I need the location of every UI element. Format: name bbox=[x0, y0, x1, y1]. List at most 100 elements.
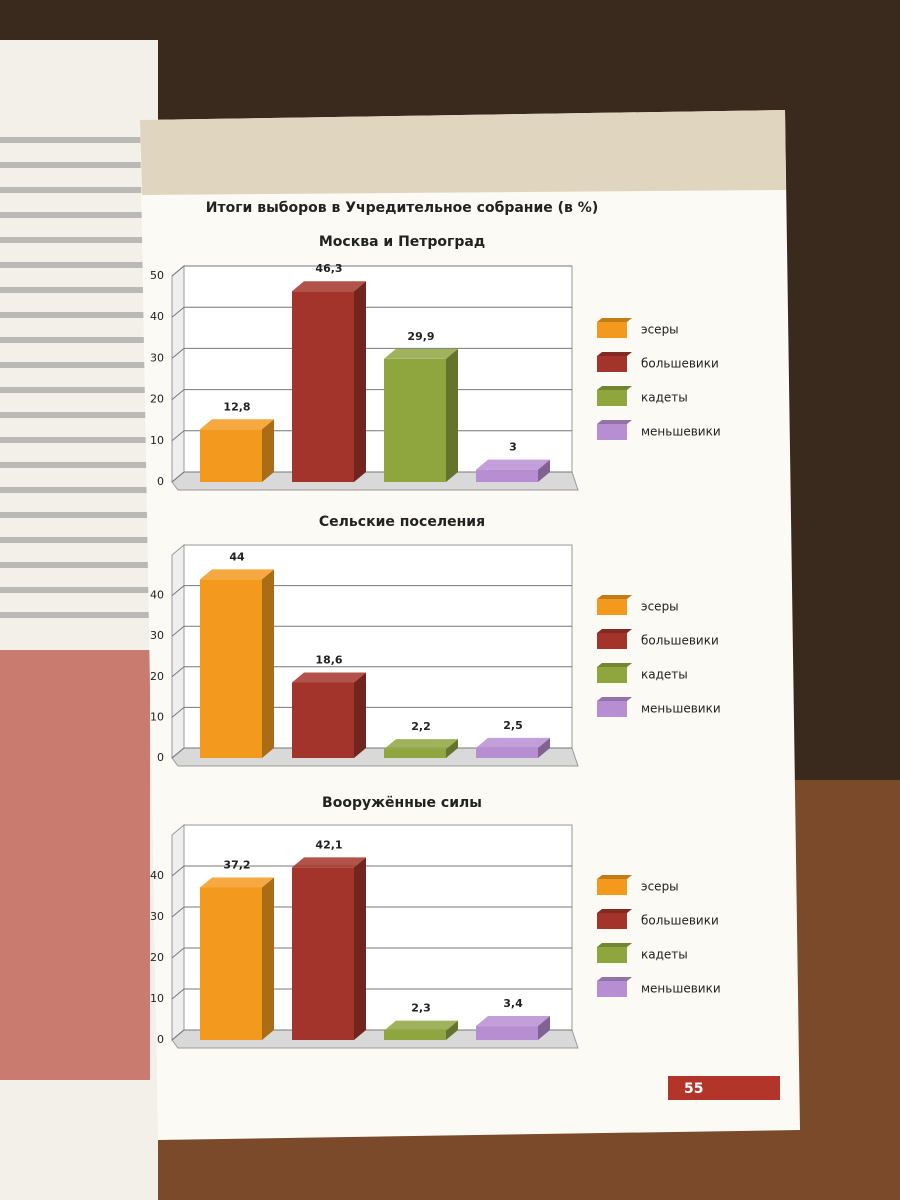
y-tick-label: 20 bbox=[150, 670, 164, 683]
legend-swatch bbox=[597, 390, 627, 406]
legend-swatch-top bbox=[597, 629, 632, 633]
legend-swatch-top bbox=[597, 663, 632, 667]
bar bbox=[384, 1030, 446, 1040]
bar-side bbox=[538, 1016, 550, 1040]
grid-line bbox=[171, 906, 185, 918]
bar-side bbox=[538, 459, 550, 482]
value-label: 37,2 bbox=[223, 858, 250, 871]
legend-label: эсеры bbox=[641, 323, 679, 337]
grid-line bbox=[171, 625, 185, 637]
bar-side bbox=[446, 1020, 458, 1040]
legend-swatch bbox=[597, 356, 627, 372]
legend-label: кадеты bbox=[641, 668, 688, 682]
bar-side bbox=[354, 857, 366, 1040]
value-label: 2,5 bbox=[503, 719, 523, 732]
legend-swatch-top bbox=[597, 318, 632, 322]
legend-label: эсеры bbox=[641, 880, 679, 894]
y-tick-label: 10 bbox=[150, 434, 164, 447]
legend-swatch bbox=[597, 947, 627, 963]
grid-line bbox=[171, 430, 185, 442]
bar-top bbox=[200, 877, 274, 888]
grid-line bbox=[171, 585, 185, 596]
chart-title: Вооружённые силы bbox=[322, 795, 482, 811]
grid-line bbox=[171, 865, 185, 877]
chart-title: Москва и Петроград bbox=[319, 234, 485, 250]
y-tick-label: 50 bbox=[150, 269, 164, 282]
legend-swatch-top bbox=[597, 420, 632, 424]
y-tick-label: 10 bbox=[150, 992, 164, 1005]
value-label: 29,9 bbox=[407, 330, 434, 343]
value-label: 18,6 bbox=[315, 653, 342, 666]
legend-label: кадеты bbox=[641, 948, 688, 962]
legend-label: меньшевики bbox=[641, 425, 721, 439]
legend-swatch-top bbox=[597, 943, 632, 947]
value-label: 2,3 bbox=[411, 1002, 431, 1015]
legend-swatch bbox=[597, 667, 627, 683]
y-tick-label: 0 bbox=[157, 751, 164, 764]
legend-swatch-top bbox=[597, 697, 632, 701]
bar-top bbox=[384, 348, 458, 359]
bar-top bbox=[476, 459, 550, 470]
side-wall bbox=[171, 823, 185, 1042]
y-tick-label: 0 bbox=[157, 475, 164, 488]
bar-side bbox=[262, 419, 274, 482]
bar-top bbox=[476, 1016, 550, 1027]
bar bbox=[292, 867, 354, 1040]
bar-side bbox=[446, 348, 458, 482]
page-number-band bbox=[668, 1076, 780, 1100]
bar-top bbox=[292, 672, 366, 683]
legend-swatch-top bbox=[597, 875, 632, 879]
bar bbox=[384, 749, 446, 758]
legend-swatch bbox=[597, 913, 627, 929]
bar bbox=[476, 469, 538, 482]
grid-line bbox=[171, 471, 185, 483]
bar-top bbox=[476, 737, 550, 748]
bar-top bbox=[200, 419, 274, 430]
y-tick-label: 30 bbox=[150, 351, 164, 364]
y-tick-label: 20 bbox=[150, 393, 164, 406]
bar-top bbox=[384, 739, 458, 750]
grid-line bbox=[171, 348, 185, 359]
legend-label: меньшевики bbox=[641, 702, 721, 716]
bar-side bbox=[446, 739, 458, 758]
page-header-banner bbox=[140, 110, 786, 195]
bar bbox=[292, 291, 354, 482]
value-label: 44 bbox=[229, 550, 245, 563]
page-title: Итоги выборов в Учредительное собрание (… bbox=[206, 200, 598, 216]
legend-label: большевики bbox=[641, 634, 719, 648]
chart-title: Сельские поселения bbox=[319, 514, 485, 530]
y-tick-label: 40 bbox=[150, 589, 164, 602]
legend-swatch bbox=[597, 981, 627, 997]
left-page-posters bbox=[0, 650, 150, 1080]
legend-swatch-top bbox=[597, 595, 632, 599]
bar-side bbox=[262, 877, 274, 1040]
bar bbox=[200, 579, 262, 758]
legend-swatch-top bbox=[597, 909, 632, 913]
legend-swatch bbox=[597, 424, 627, 440]
value-label: 2,2 bbox=[411, 720, 431, 733]
legend-label: большевики bbox=[641, 357, 719, 371]
bar-side bbox=[538, 737, 550, 758]
y-tick-label: 20 bbox=[150, 951, 164, 964]
y-tick-label: 30 bbox=[150, 910, 164, 923]
legend-swatch-top bbox=[597, 352, 632, 356]
bar-top bbox=[384, 1020, 458, 1031]
bar-top bbox=[292, 857, 366, 868]
side-wall bbox=[171, 264, 185, 484]
bar bbox=[476, 1026, 538, 1040]
value-label: 3 bbox=[509, 441, 517, 454]
value-label: 3,4 bbox=[503, 997, 523, 1010]
grid-line bbox=[171, 389, 185, 400]
value-label: 12,8 bbox=[223, 400, 250, 413]
bar bbox=[384, 358, 446, 482]
y-tick-label: 10 bbox=[150, 710, 164, 723]
bar bbox=[200, 887, 262, 1040]
bar-side bbox=[354, 281, 366, 482]
y-tick-label: 0 bbox=[157, 1033, 164, 1046]
legend-swatch bbox=[597, 633, 627, 649]
y-tick-label: 40 bbox=[150, 310, 164, 323]
bar-side bbox=[262, 569, 274, 758]
bar bbox=[292, 682, 354, 758]
bar bbox=[476, 747, 538, 758]
legend-swatch-top bbox=[597, 386, 632, 390]
